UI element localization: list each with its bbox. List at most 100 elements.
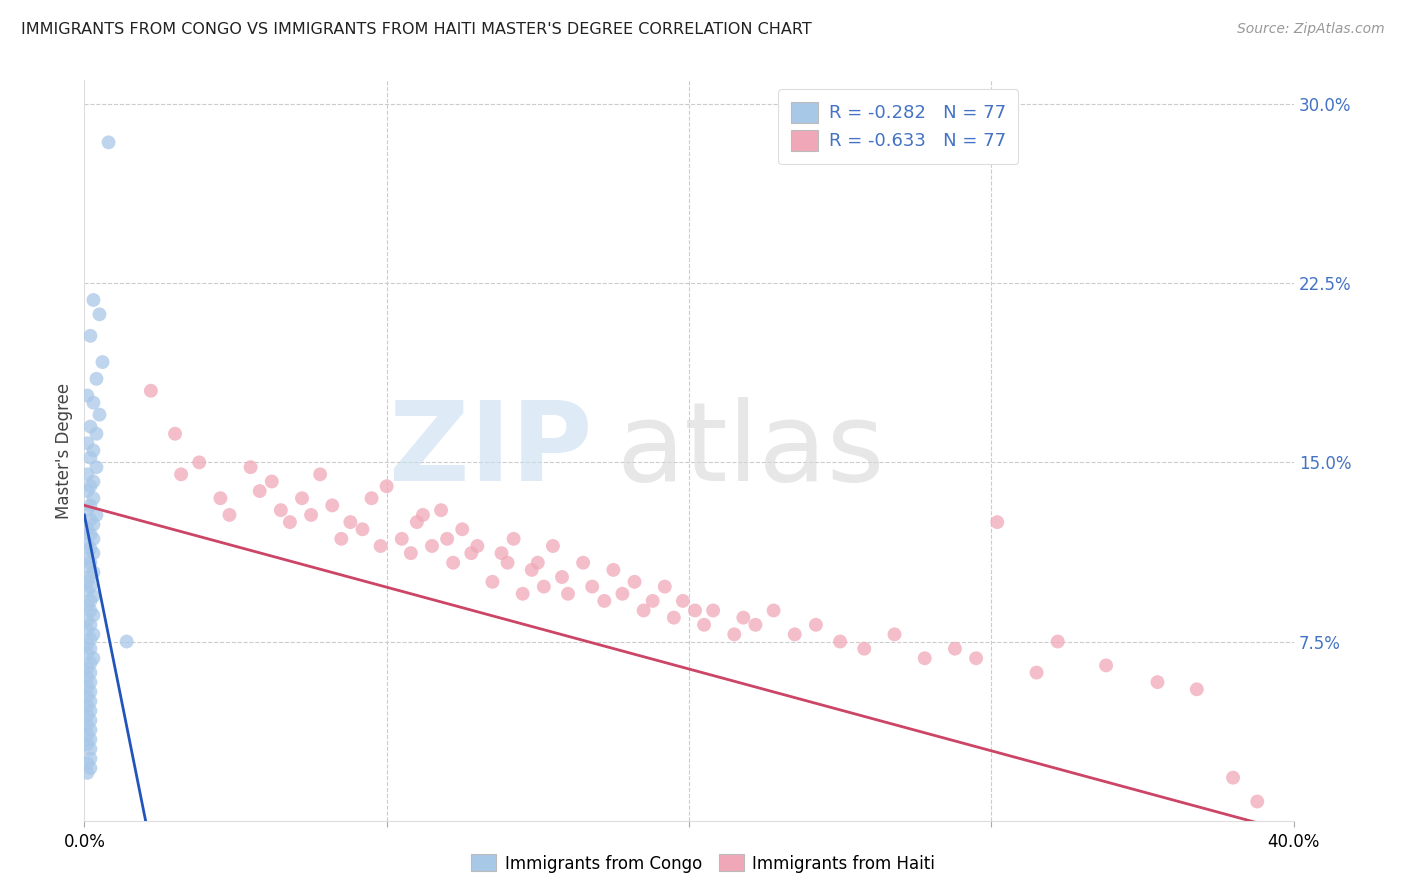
Point — [783, 627, 806, 641]
Point — [82, 546, 104, 560]
Point — [520, 563, 543, 577]
Point — [883, 627, 905, 641]
Point — [76, 680, 98, 694]
Point — [76, 690, 98, 704]
Point — [291, 491, 314, 506]
Point — [76, 756, 98, 771]
Point — [86, 426, 108, 441]
Point — [86, 460, 108, 475]
Point — [733, 610, 755, 624]
Y-axis label: Master's Degree: Master's Degree — [55, 383, 73, 518]
Point — [82, 566, 104, 580]
Point — [853, 641, 876, 656]
Point — [1095, 658, 1118, 673]
Point — [76, 637, 98, 651]
Point — [965, 651, 987, 665]
Point — [986, 515, 1008, 529]
Point — [82, 475, 104, 489]
Point — [79, 761, 101, 775]
Point — [762, 603, 785, 617]
Point — [270, 503, 292, 517]
Legend: R = -0.282   N = 77, R = -0.633   N = 77: R = -0.282 N = 77, R = -0.633 N = 77 — [778, 89, 1018, 163]
Point — [76, 661, 98, 675]
Point — [541, 539, 564, 553]
Point — [512, 587, 534, 601]
Point — [260, 475, 283, 489]
Point — [82, 651, 104, 665]
Point — [76, 765, 98, 780]
Point — [406, 515, 429, 529]
Point — [76, 613, 98, 627]
Point — [89, 307, 111, 321]
Point — [1025, 665, 1047, 680]
Point — [76, 550, 98, 565]
Point — [375, 479, 398, 493]
Point — [79, 694, 101, 708]
Point — [218, 508, 240, 522]
Point — [654, 580, 676, 594]
Point — [188, 455, 211, 469]
Point — [76, 560, 98, 574]
Point — [76, 467, 98, 482]
Point — [693, 617, 716, 632]
Text: ZIP: ZIP — [389, 397, 592, 504]
Point — [309, 467, 332, 482]
Text: IMMIGRANTS FROM CONGO VS IMMIGRANTS FROM HAITI MASTER'S DEGREE CORRELATION CHART: IMMIGRANTS FROM CONGO VS IMMIGRANTS FROM… — [21, 22, 811, 37]
Point — [91, 355, 114, 369]
Point — [623, 574, 645, 589]
Point — [76, 698, 98, 713]
Point — [602, 563, 624, 577]
Point — [321, 499, 343, 513]
Point — [79, 541, 101, 556]
Point — [557, 587, 579, 601]
Point — [1222, 771, 1244, 785]
Point — [76, 503, 98, 517]
Point — [330, 532, 353, 546]
Point — [943, 641, 966, 656]
Point — [430, 503, 453, 517]
Point — [481, 574, 503, 589]
Point — [79, 684, 101, 698]
Point — [339, 515, 361, 529]
Point — [360, 491, 382, 506]
Point — [633, 603, 655, 617]
Text: atlas: atlas — [616, 397, 884, 504]
Point — [76, 599, 98, 613]
Point — [399, 546, 422, 560]
Point — [420, 539, 443, 553]
Point — [79, 617, 101, 632]
Point — [412, 508, 434, 522]
Point — [79, 513, 101, 527]
Point — [76, 574, 98, 589]
Point — [79, 742, 101, 756]
Point — [86, 508, 108, 522]
Point — [76, 670, 98, 684]
Point — [76, 708, 98, 723]
Point — [139, 384, 162, 398]
Point — [76, 728, 98, 742]
Point — [436, 532, 458, 546]
Point — [82, 293, 104, 307]
Point — [82, 395, 104, 409]
Point — [391, 532, 413, 546]
Point — [79, 751, 101, 765]
Point — [352, 522, 374, 536]
Point — [278, 515, 301, 529]
Point — [79, 580, 101, 594]
Point — [82, 517, 104, 532]
Point — [79, 499, 101, 513]
Point — [612, 587, 634, 601]
Point — [804, 617, 827, 632]
Point — [82, 608, 104, 623]
Point — [451, 522, 474, 536]
Point — [79, 665, 101, 680]
Point — [551, 570, 574, 584]
Point — [79, 594, 101, 608]
Point — [527, 556, 550, 570]
Point — [79, 450, 101, 465]
Point — [79, 732, 101, 747]
Point — [460, 546, 482, 560]
Point — [76, 522, 98, 536]
Point — [496, 556, 519, 570]
Point — [76, 436, 98, 450]
